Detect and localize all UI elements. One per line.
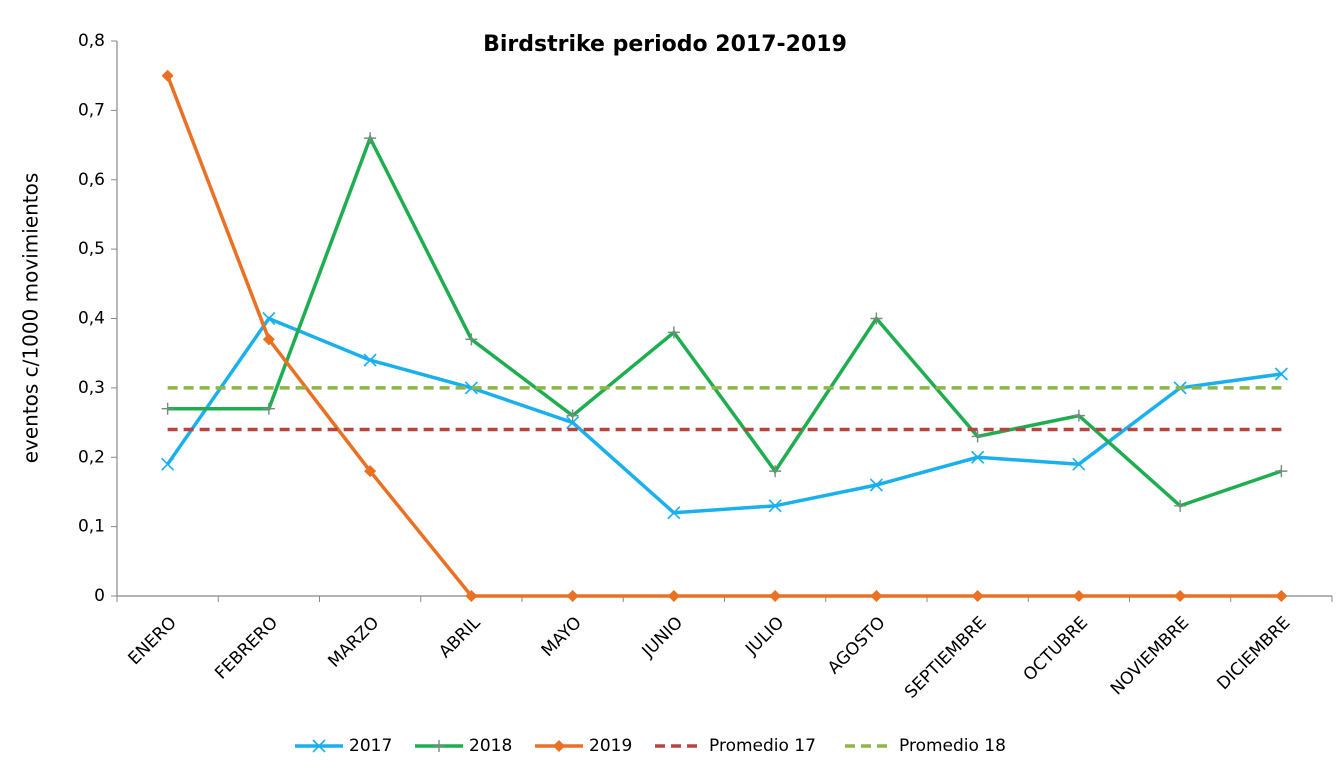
legend-item: 2017 bbox=[295, 736, 392, 756]
legend-label: 2018 bbox=[469, 736, 512, 756]
x-tick-label: NOVIEMBRE bbox=[1107, 613, 1193, 699]
marker bbox=[768, 499, 782, 513]
legend-label: Promedio 17 bbox=[709, 736, 816, 756]
marker bbox=[161, 457, 175, 471]
x-tick-label: OCTUBRE bbox=[1020, 613, 1092, 685]
marker bbox=[870, 590, 883, 602]
series-line bbox=[167, 133, 1282, 508]
marker bbox=[870, 312, 883, 325]
y-tick-label: 0,2 bbox=[78, 447, 105, 467]
legend-label: Promedio 18 bbox=[899, 736, 1006, 756]
marker bbox=[971, 590, 984, 602]
chart-title: Birdstrike periodo 2017-2019 bbox=[483, 32, 847, 57]
y-tick-label: 0,7 bbox=[78, 100, 105, 120]
marker bbox=[364, 465, 377, 478]
legend-item: 2019 bbox=[535, 736, 632, 756]
marker bbox=[667, 506, 681, 520]
legend-label: 2017 bbox=[349, 736, 392, 756]
x-tick-label: MAYO bbox=[538, 613, 586, 661]
marker bbox=[1275, 465, 1288, 478]
y-tick-label: 0,6 bbox=[78, 170, 105, 190]
legend-item: Promedio 18 bbox=[845, 736, 1006, 756]
marker bbox=[364, 132, 377, 145]
legend-marker bbox=[553, 740, 565, 752]
x-tick-label: ENERO bbox=[125, 613, 181, 669]
marker bbox=[262, 402, 275, 415]
y-tick-label: 0,8 bbox=[78, 31, 105, 51]
marker bbox=[363, 353, 377, 367]
marker bbox=[1174, 590, 1187, 602]
marker bbox=[465, 590, 478, 602]
legend-label: 2019 bbox=[589, 736, 632, 756]
series-line bbox=[166, 316, 1282, 515]
marker bbox=[971, 450, 985, 464]
marker bbox=[262, 333, 275, 346]
x-tick-label: JUNIO bbox=[638, 613, 687, 662]
y-axis-label: eventos c/1000 movimientos bbox=[19, 173, 43, 464]
marker bbox=[464, 381, 478, 395]
y-tick-label: 0,4 bbox=[78, 309, 105, 329]
marker bbox=[769, 590, 782, 602]
legend-item: 2018 bbox=[415, 736, 512, 756]
marker bbox=[161, 69, 174, 82]
marker bbox=[566, 415, 580, 430]
legend-marker bbox=[312, 739, 326, 753]
y-tick-label: 0 bbox=[94, 586, 105, 606]
marker bbox=[1174, 499, 1187, 512]
x-tick-label: MARZO bbox=[324, 613, 383, 672]
marker bbox=[971, 430, 984, 443]
x-tick-label: ABRIL bbox=[435, 613, 485, 663]
y-tick-label: 0,5 bbox=[78, 239, 105, 259]
legend-marker bbox=[433, 740, 445, 752]
marker bbox=[566, 409, 579, 422]
marker bbox=[161, 402, 174, 415]
y-tick-label: 0,1 bbox=[78, 517, 105, 537]
marker bbox=[1072, 457, 1086, 471]
marker bbox=[869, 478, 883, 492]
marker bbox=[1072, 409, 1085, 422]
x-tick-label: FEBRERO bbox=[211, 613, 282, 684]
y-tick-label: 0,3 bbox=[78, 378, 105, 398]
legend-item: Promedio 17 bbox=[655, 736, 816, 756]
x-tick-label: SEPTIEMBRE bbox=[901, 613, 991, 703]
marker bbox=[465, 333, 478, 346]
x-tick-label: JULIO bbox=[741, 613, 788, 660]
marker bbox=[566, 590, 579, 602]
marker bbox=[262, 311, 276, 326]
marker bbox=[1275, 590, 1288, 602]
marker bbox=[667, 326, 680, 339]
x-tick-label: DICIEMBRE bbox=[1213, 613, 1294, 694]
marker bbox=[769, 465, 782, 478]
marker bbox=[1072, 590, 1085, 602]
series-line bbox=[165, 75, 1282, 598]
x-tick-label: AGOSTO bbox=[824, 613, 889, 678]
marker bbox=[667, 590, 680, 602]
marker bbox=[1274, 367, 1288, 381]
